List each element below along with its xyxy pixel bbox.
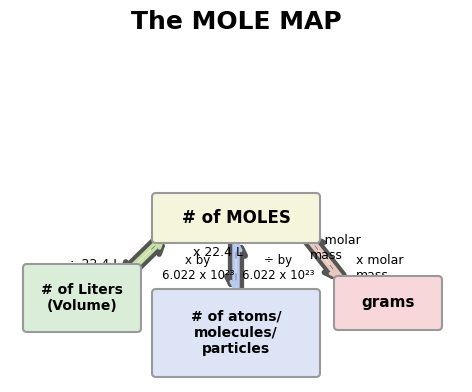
- FancyBboxPatch shape: [152, 289, 320, 377]
- Text: # of atoms/
molecules/
particles: # of atoms/ molecules/ particles: [191, 310, 281, 356]
- Text: x molar
mass: x molar mass: [356, 254, 404, 282]
- Text: x by
6.022 x 10²³: x by 6.022 x 10²³: [162, 254, 234, 282]
- Text: The MOLE MAP: The MOLE MAP: [131, 10, 341, 34]
- Text: ÷ molar
mass: ÷ molar mass: [310, 234, 361, 262]
- FancyBboxPatch shape: [23, 264, 141, 332]
- Text: x 22.4 L: x 22.4 L: [193, 245, 243, 258]
- Text: ÷ 22.4 L: ÷ 22.4 L: [67, 258, 120, 272]
- Text: ÷ by
6.022 x 10²³: ÷ by 6.022 x 10²³: [242, 254, 314, 282]
- Text: # of Liters
(Volume): # of Liters (Volume): [41, 283, 123, 313]
- FancyBboxPatch shape: [334, 276, 442, 330]
- Text: # of MOLES: # of MOLES: [182, 209, 290, 227]
- Text: grams: grams: [361, 296, 415, 310]
- FancyBboxPatch shape: [152, 193, 320, 243]
